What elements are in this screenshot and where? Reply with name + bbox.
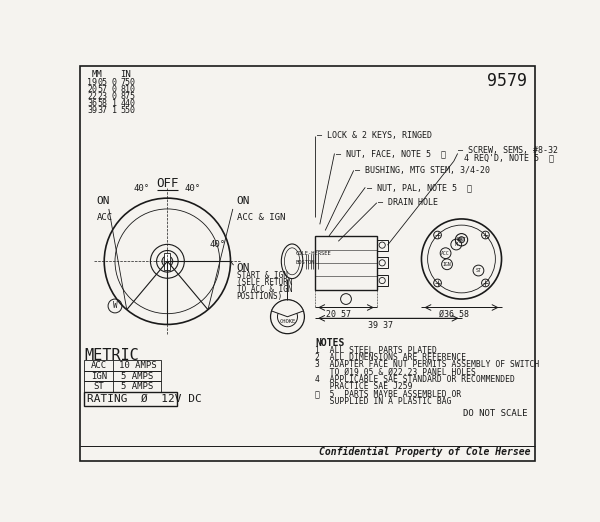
Text: ST: ST — [476, 268, 481, 273]
Text: M: M — [455, 242, 458, 247]
Text: 19: 19 — [87, 78, 97, 87]
Text: 39 37: 39 37 — [368, 321, 393, 329]
Text: 4  APPLICABLE SAE STANDARD OR RECOMMENDED: 4 APPLICABLE SAE STANDARD OR RECOMMENDED — [315, 375, 515, 384]
Bar — [315, 236, 377, 290]
Text: 05: 05 — [97, 78, 107, 87]
Text: 3  ADAPTER FACE NUT PERMITS ASSEMBLY OF SWITCH: 3 ADAPTER FACE NUT PERMITS ASSEMBLY OF S… — [315, 360, 539, 369]
Text: 0: 0 — [112, 78, 117, 87]
Text: 1: 1 — [112, 99, 117, 108]
Text: — SCREW, SEMS, #8-32: — SCREW, SEMS, #8-32 — [458, 146, 557, 155]
Bar — [84, 360, 161, 371]
Text: 9579: 9579 — [487, 72, 527, 90]
Text: 36: 36 — [87, 99, 97, 108]
Text: 58: 58 — [97, 99, 107, 108]
Text: SUPPLIED IN A PLASTIC BAG: SUPPLIED IN A PLASTIC BAG — [315, 397, 452, 406]
Bar — [84, 371, 161, 382]
Text: COLE-HERSEE: COLE-HERSEE — [296, 251, 332, 256]
Text: ON: ON — [236, 263, 250, 273]
Text: ⓨ  5  PARTS MAYBE ASSEMBLED OR: ⓨ 5 PARTS MAYBE ASSEMBLED OR — [315, 389, 461, 398]
Text: (SELF RETURN: (SELF RETURN — [236, 278, 292, 287]
Text: W: W — [113, 302, 118, 311]
Text: NOTES: NOTES — [315, 338, 344, 348]
Wedge shape — [272, 300, 304, 317]
Bar — [377, 275, 388, 286]
Text: IGN: IGN — [443, 262, 451, 267]
Text: 57: 57 — [97, 85, 107, 94]
Text: 1: 1 — [112, 106, 117, 115]
Text: 550: 550 — [121, 106, 136, 115]
Text: TO Ø19.05 & Ø22.23 PANEL HOLES: TO Ø19.05 & Ø22.23 PANEL HOLES — [315, 367, 476, 376]
Text: ACC & IGN: ACC & IGN — [236, 213, 285, 222]
Text: 2  ALL DIMENSIONS ARE REFERENCE: 2 ALL DIMENSIONS ARE REFERENCE — [315, 353, 466, 362]
Text: 750: 750 — [121, 78, 136, 87]
Text: 40°: 40° — [185, 184, 201, 193]
Text: 20: 20 — [87, 85, 97, 94]
Text: 37: 37 — [97, 106, 107, 115]
Text: — LOCK & 2 KEYS, RINGED: — LOCK & 2 KEYS, RINGED — [317, 132, 432, 140]
Text: Confidential Property of Cole Hersee: Confidential Property of Cole Hersee — [319, 447, 531, 457]
Text: — BUSHING, MTG STEM, 3/4-20: — BUSHING, MTG STEM, 3/4-20 — [355, 166, 490, 175]
Text: IGN: IGN — [91, 372, 107, 381]
Bar — [84, 382, 161, 392]
Text: ACC: ACC — [441, 251, 450, 256]
Text: TO ACC & IGN: TO ACC & IGN — [236, 285, 292, 294]
Text: 0: 0 — [112, 92, 117, 101]
Text: OFF: OFF — [156, 176, 179, 189]
Bar — [164, 253, 170, 270]
Bar — [377, 240, 388, 251]
Text: — NUT, FACE, NOTE 5  ⓨ: — NUT, FACE, NOTE 5 ⓨ — [336, 149, 446, 158]
Text: METRIC: METRIC — [84, 348, 139, 363]
Text: START & IGN: START & IGN — [236, 271, 287, 280]
Text: PRACTICE SAE J259: PRACTICE SAE J259 — [315, 382, 413, 391]
Text: ACC: ACC — [97, 213, 113, 222]
Text: 10 AMPS: 10 AMPS — [119, 361, 156, 370]
Text: 39: 39 — [87, 106, 97, 115]
Circle shape — [458, 236, 464, 243]
Text: 875: 875 — [121, 92, 136, 101]
Text: ON: ON — [97, 196, 110, 206]
Text: POSITIONS): POSITIONS) — [236, 292, 283, 301]
Bar — [84, 392, 176, 406]
Text: CHOKE: CHOKE — [280, 319, 296, 324]
Text: 0: 0 — [112, 85, 117, 94]
Circle shape — [162, 256, 173, 267]
Text: MM: MM — [92, 70, 103, 79]
Text: 40°: 40° — [210, 240, 226, 249]
Text: 40°: 40° — [134, 184, 150, 193]
Text: ON: ON — [236, 196, 250, 206]
Text: ST: ST — [94, 382, 104, 392]
Text: 4 REQ'D, NOTE 5  ⓨ: 4 REQ'D, NOTE 5 ⓨ — [464, 153, 554, 162]
Text: Ø36 58: Ø36 58 — [439, 310, 469, 319]
Text: 810: 810 — [121, 85, 136, 94]
Text: IN: IN — [121, 70, 131, 79]
Bar — [377, 257, 388, 268]
Text: 440: 440 — [121, 99, 136, 108]
Text: RATING  Ø  12V DC: RATING Ø 12V DC — [87, 394, 202, 404]
Text: DO NOT SCALE: DO NOT SCALE — [463, 409, 528, 418]
Text: BOSTON: BOSTON — [296, 260, 316, 265]
Text: ACC: ACC — [91, 361, 107, 370]
Text: 22: 22 — [87, 92, 97, 101]
Text: BAT: BAT — [457, 237, 466, 242]
Text: 1  ALL STEEL PARTS PLATED: 1 ALL STEEL PARTS PLATED — [315, 346, 437, 354]
Text: 5 AMPS: 5 AMPS — [121, 382, 154, 392]
Text: — DRAIN HOLE: — DRAIN HOLE — [379, 198, 439, 207]
Text: 5 AMPS: 5 AMPS — [121, 372, 154, 381]
Text: — NUT, PAL, NOTE 5  ⓨ: — NUT, PAL, NOTE 5 ⓨ — [367, 183, 472, 192]
Text: 20 57: 20 57 — [326, 310, 351, 319]
Text: 23: 23 — [97, 92, 107, 101]
